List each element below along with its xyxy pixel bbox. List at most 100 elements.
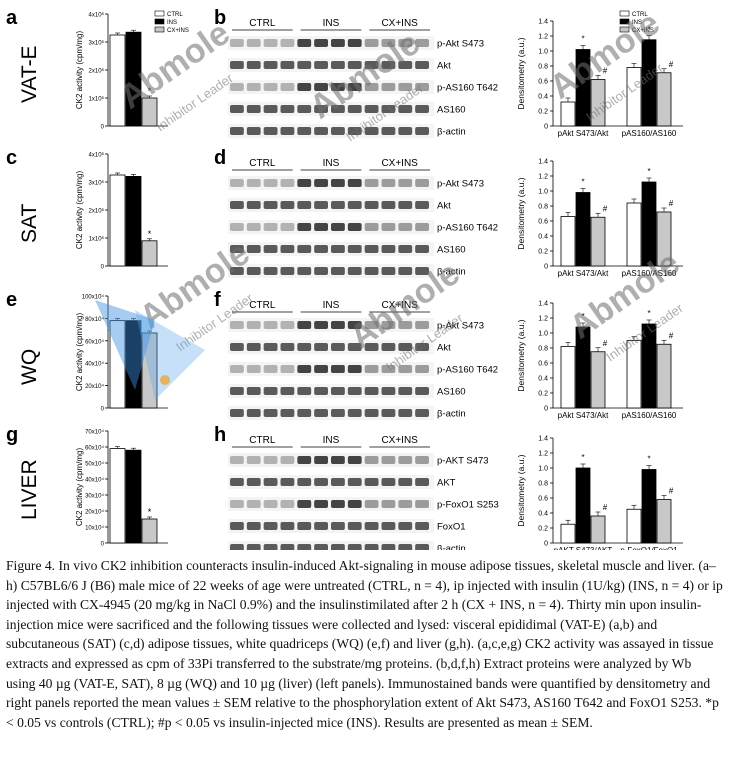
blot-band-vat-0-9 bbox=[381, 39, 396, 47]
blot-band-liver-4-7 bbox=[347, 544, 362, 550]
blot-band-sat-2-1 bbox=[246, 223, 261, 231]
blot-band-wq-4-4 bbox=[297, 409, 312, 417]
dens-bar-liver-1-1 bbox=[641, 469, 657, 544]
blot-band-sat-2-7 bbox=[347, 223, 362, 231]
dens-sig-mark-sat-0-2: # bbox=[603, 204, 608, 213]
blot-band-wq-0-8 bbox=[364, 321, 379, 329]
blot-band-wq-3-6 bbox=[331, 387, 345, 395]
blot-band-vat-4-7 bbox=[347, 127, 362, 135]
ck2-ytick-label-sat: 1x10⁶ bbox=[89, 236, 105, 243]
blot-band-sat-4-4 bbox=[297, 267, 312, 275]
blot-label-sat-4: β-actin bbox=[437, 267, 466, 278]
blot-band-sat-1-7 bbox=[347, 201, 362, 209]
blot-band-liver-0-4 bbox=[297, 456, 312, 464]
dens-sig-mark-vat-1-1: * bbox=[647, 25, 650, 34]
blot-band-liver-2-4 bbox=[297, 500, 312, 508]
blot-band-vat-2-6 bbox=[331, 83, 345, 91]
blot-band-wq-0-6 bbox=[331, 321, 345, 329]
blot-band-vat-3-6 bbox=[331, 105, 345, 113]
blot-group-header-liver: CTRL bbox=[249, 435, 276, 446]
blot-band-liver-2-8 bbox=[364, 500, 379, 508]
dens-sig-mark-liver-1-2: # bbox=[669, 487, 674, 496]
dens-ytick-label-liver: 0.6 bbox=[538, 496, 548, 503]
ck2-ytick-label-wq: 80x10⁴ bbox=[85, 316, 104, 323]
dens-sig-mark-wq-1-1: * bbox=[647, 309, 650, 318]
blot-band-wq-2-4 bbox=[297, 365, 312, 373]
blot-band-wq-1-6 bbox=[331, 343, 345, 351]
blot-band-wq-2-2 bbox=[263, 365, 278, 373]
blot-band-wq-4-11 bbox=[415, 409, 429, 417]
dens-ytick-label-liver: 0.8 bbox=[538, 481, 548, 488]
blot-band-vat-2-0 bbox=[230, 83, 244, 91]
blot-label-liver-2: p-FoxO1 S253 bbox=[437, 500, 499, 511]
dens-sig-mark-liver-0-1: * bbox=[581, 453, 584, 462]
blot-band-vat-0-1 bbox=[246, 39, 261, 47]
blot-band-wq-3-0 bbox=[230, 387, 244, 395]
blot-label-liver-1: AKT bbox=[437, 478, 456, 489]
blot-band-wq-4-8 bbox=[364, 409, 379, 417]
blot-band-liver-0-6 bbox=[331, 456, 345, 464]
blot-group-header-sat: CTRL bbox=[249, 158, 276, 169]
blot-band-liver-4-9 bbox=[381, 544, 396, 550]
ck2-ytick-label-liver: 50x10⁴ bbox=[85, 461, 104, 468]
blot-band-sat-0-1 bbox=[246, 179, 261, 187]
blot-band-vat-4-8 bbox=[364, 127, 379, 135]
blot-band-wq-4-10 bbox=[398, 409, 413, 417]
blot-band-vat-4-1 bbox=[246, 127, 261, 135]
blot-band-liver-2-2 bbox=[263, 500, 278, 508]
dens-ytick-label-liver: 0.4 bbox=[538, 511, 548, 518]
blot-band-sat-0-0 bbox=[230, 179, 244, 187]
blot-band-vat-1-6 bbox=[331, 61, 345, 69]
blot-band-wq-3-5 bbox=[314, 387, 328, 395]
dens-legend-swatch-1 bbox=[619, 18, 630, 25]
blot-band-wq-1-2 bbox=[263, 343, 278, 351]
blot-band-liver-3-4 bbox=[297, 522, 312, 530]
blot-band-vat-2-1 bbox=[246, 83, 261, 91]
ck2-sig-mark-liver-2: * bbox=[148, 507, 152, 517]
dens-bar-wq-0-0 bbox=[560, 346, 576, 409]
blot-band-vat-1-1 bbox=[246, 61, 261, 69]
blot-band-sat-1-11 bbox=[415, 201, 429, 209]
dens-ylabel-vat: Densitometry (a.u.) bbox=[516, 37, 526, 109]
blot-band-vat-4-11 bbox=[415, 127, 429, 135]
blot-band-vat-2-9 bbox=[381, 83, 396, 91]
blot-band-sat-3-0 bbox=[230, 245, 244, 253]
dens-ytick-label-wq: 0.8 bbox=[538, 346, 548, 353]
blot-label-wq-1: Akt bbox=[437, 343, 451, 354]
blot-band-liver-1-1 bbox=[246, 478, 261, 486]
blot-band-vat-0-2 bbox=[263, 39, 278, 47]
blot-band-vat-0-11 bbox=[415, 39, 429, 47]
blot-band-vat-3-4 bbox=[297, 105, 312, 113]
blot-band-sat-1-8 bbox=[364, 201, 379, 209]
blot-band-sat-4-6 bbox=[331, 267, 345, 275]
blot-band-sat-3-11 bbox=[415, 245, 429, 253]
blot-band-vat-2-4 bbox=[297, 83, 312, 91]
blot-band-sat-0-9 bbox=[381, 179, 396, 187]
blot-band-vat-3-0 bbox=[230, 105, 244, 113]
blot-group-header-wq: CX+INS bbox=[381, 300, 418, 311]
blot-band-sat-4-8 bbox=[364, 267, 379, 275]
panel-letter-f: f bbox=[214, 289, 221, 311]
blot-band-sat-0-2 bbox=[263, 179, 278, 187]
blot-band-liver-2-5 bbox=[314, 500, 328, 508]
blot-group-header-vat: CTRL bbox=[249, 18, 276, 29]
dens-ytick-label-wq: 1.2 bbox=[538, 316, 548, 323]
blot-band-liver-0-2 bbox=[263, 456, 278, 464]
blot-band-vat-1-0 bbox=[230, 61, 244, 69]
blot-band-liver-2-7 bbox=[347, 500, 362, 508]
dens-group-label-liver-1: p-FoxO1/FoxO1 bbox=[620, 546, 678, 550]
ck2-ytick-label-vat: 1x10⁶ bbox=[89, 96, 105, 103]
blot-band-liver-2-10 bbox=[398, 500, 413, 508]
blot-label-liver-3: FoxO1 bbox=[437, 522, 466, 533]
blot-band-vat-4-3 bbox=[280, 127, 295, 135]
ck2-ytick-label-wq: 100x10⁴ bbox=[82, 294, 105, 301]
tissue-label-sat: SAT bbox=[18, 204, 41, 243]
ck2-ytick-label-liver: 70x10⁴ bbox=[85, 429, 104, 436]
dens-ytick-label-sat: 1.4 bbox=[538, 159, 548, 166]
dens-bar-liver-0-1 bbox=[575, 467, 591, 544]
blot-band-wq-3-11 bbox=[415, 387, 429, 395]
tissue-label-vat: VAT-E bbox=[18, 45, 41, 103]
blot-band-wq-4-3 bbox=[280, 409, 295, 417]
figure-4: a b VAT-E 0 1x10⁶ 2x10⁶ 3x10⁶ 4x10⁶ CK2 activity… bbox=[6, 4, 687, 550]
ck2-ytick-label-sat: 2x10⁶ bbox=[89, 208, 105, 215]
